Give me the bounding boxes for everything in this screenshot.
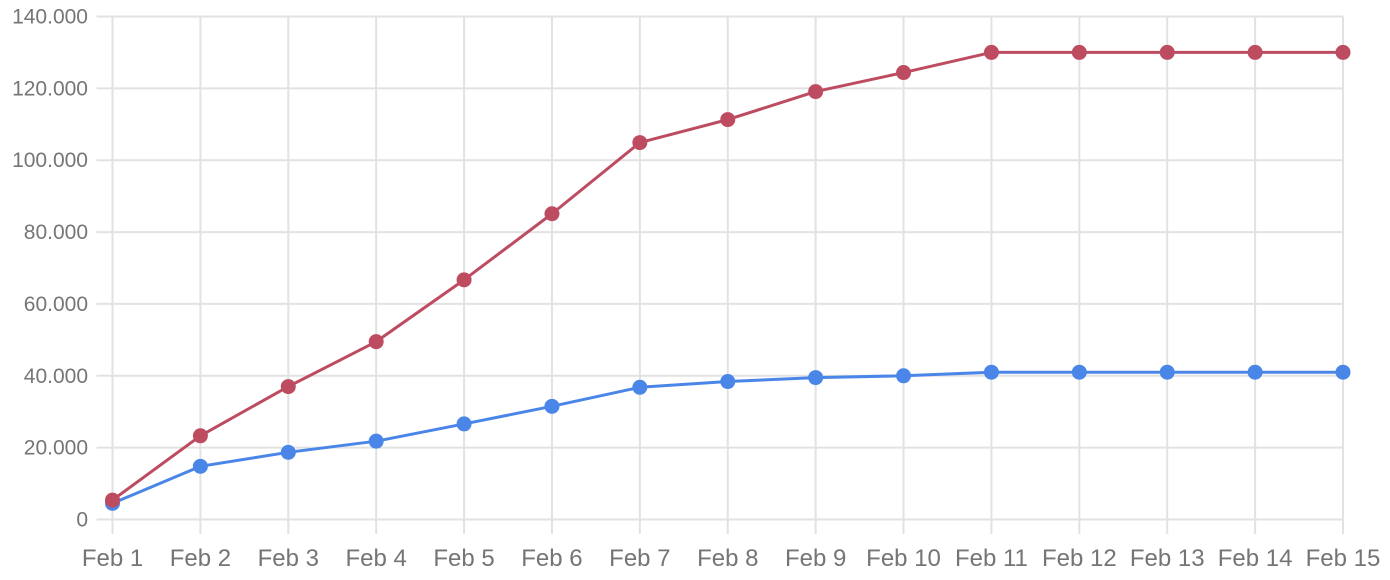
x-axis-tick-label: Feb 10 xyxy=(866,545,941,572)
series_blue-point-feb-5[interactable] xyxy=(456,416,472,432)
series_blue-point-feb-9[interactable] xyxy=(808,370,824,386)
series_blue-point-feb-4[interactable] xyxy=(368,433,384,449)
x-axis-tick-label: Feb 2 xyxy=(170,545,231,572)
series_red-point-feb-5[interactable] xyxy=(456,272,472,288)
series_red-point-feb-10[interactable] xyxy=(896,65,912,81)
x-axis-tick-label: Feb 12 xyxy=(1042,545,1117,572)
series_blue-point-feb-15[interactable] xyxy=(1335,364,1351,380)
series_red-point-feb-14[interactable] xyxy=(1247,44,1263,60)
series_red-point-feb-4[interactable] xyxy=(368,334,384,350)
x-axis-tick-label: Feb 3 xyxy=(258,545,319,572)
x-axis-tick-label: Feb 4 xyxy=(345,545,406,572)
x-axis-tick-label: Feb 9 xyxy=(785,545,846,572)
series_red-point-feb-15[interactable] xyxy=(1335,44,1351,60)
series_blue-point-feb-2[interactable] xyxy=(192,458,208,474)
x-axis-tick-label: Feb 14 xyxy=(1218,545,1293,572)
y-axis-tick-label: 120.000 xyxy=(12,77,88,100)
series_red-point-feb-11[interactable] xyxy=(983,44,999,60)
series_red-point-feb-1[interactable] xyxy=(105,492,120,508)
x-axis-tick-label: Feb 7 xyxy=(609,545,670,572)
x-axis-tick-label: Feb 5 xyxy=(433,545,494,572)
series_red-point-feb-12[interactable] xyxy=(1071,44,1087,60)
series_blue-point-feb-13[interactable] xyxy=(1159,364,1175,380)
y-axis-tick-label: 20.000 xyxy=(24,437,88,460)
x-axis-tick-label: Feb 8 xyxy=(697,545,758,572)
series_red-point-feb-9[interactable] xyxy=(808,84,824,100)
series_blue-point-feb-6[interactable] xyxy=(544,398,560,414)
y-axis-tick-label: 100.000 xyxy=(12,149,88,172)
y-axis-tick-label: 40.000 xyxy=(24,365,88,388)
series_red-point-feb-3[interactable] xyxy=(280,379,296,395)
series_red-point-feb-6[interactable] xyxy=(544,206,560,222)
x-axis-tick-label: Feb 15 xyxy=(1306,545,1381,572)
series_red-point-feb-8[interactable] xyxy=(720,112,736,128)
x-axis-tick-label: Feb 11 xyxy=(955,545,1028,572)
x-axis-tick-label: Feb 6 xyxy=(521,545,582,572)
series_red-point-feb-2[interactable] xyxy=(192,428,208,444)
series_blue-point-feb-8[interactable] xyxy=(720,374,736,390)
y-axis-tick-label: 60.000 xyxy=(24,293,88,316)
x-axis-tick-label: Feb 1 xyxy=(82,545,143,572)
series_red-point-feb-13[interactable] xyxy=(1159,44,1175,60)
y-axis-tick-label: 140.000 xyxy=(12,6,88,29)
series_blue-point-feb-10[interactable] xyxy=(896,368,912,384)
series_red-point-feb-7[interactable] xyxy=(632,135,648,151)
y-axis-tick-label: 80.000 xyxy=(24,221,88,244)
series_blue-point-feb-7[interactable] xyxy=(632,379,648,395)
x-axis-tick-label: Feb 13 xyxy=(1130,545,1205,572)
series_blue-point-feb-11[interactable] xyxy=(983,364,999,380)
series_blue-point-feb-12[interactable] xyxy=(1071,364,1087,380)
y-axis-tick-label: 0 xyxy=(76,509,88,532)
series_blue-point-feb-14[interactable] xyxy=(1247,364,1263,380)
series_blue-point-feb-3[interactable] xyxy=(280,444,296,460)
